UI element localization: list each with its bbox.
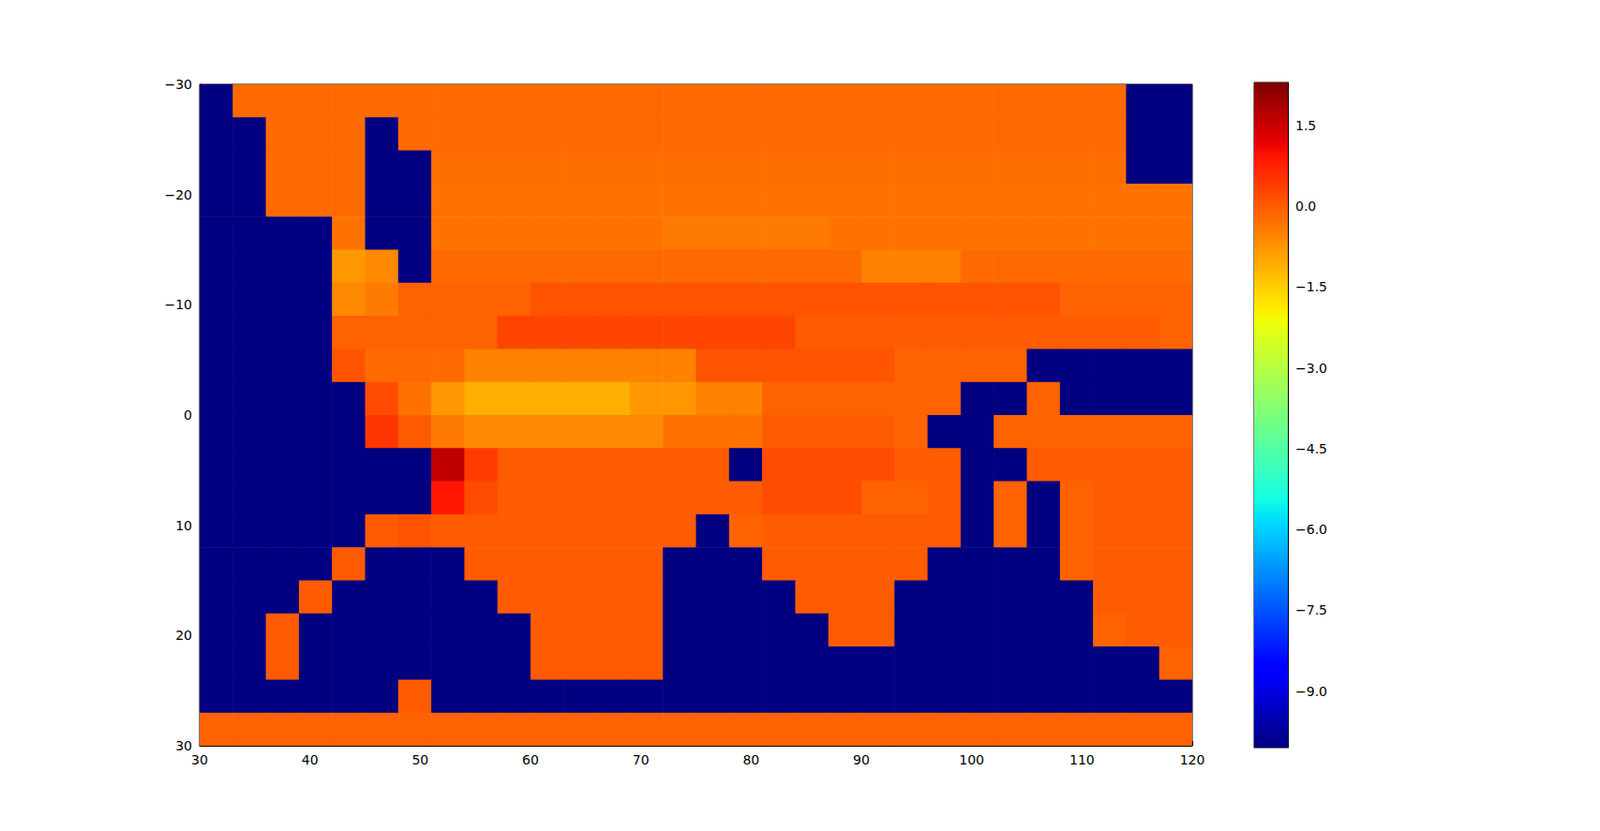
svg-text:−7.5: −7.5 bbox=[1295, 602, 1328, 618]
svg-text:−3.0: −3.0 bbox=[1295, 360, 1328, 376]
svg-text:40: 40 bbox=[301, 752, 319, 768]
svg-text:90: 90 bbox=[852, 752, 870, 768]
svg-text:−10: −10 bbox=[164, 297, 193, 313]
svg-text:60: 60 bbox=[522, 752, 539, 768]
svg-text:0: 0 bbox=[183, 407, 193, 423]
svg-text:−20: −20 bbox=[164, 187, 193, 203]
svg-text:−6.0: −6.0 bbox=[1295, 522, 1328, 538]
svg-text:70: 70 bbox=[632, 752, 650, 768]
svg-text:−4.5: −4.5 bbox=[1295, 441, 1328, 457]
svg-text:20: 20 bbox=[175, 628, 193, 643]
svg-text:−30: −30 bbox=[164, 76, 193, 92]
svg-text:80: 80 bbox=[742, 752, 760, 768]
svg-text:50: 50 bbox=[411, 752, 429, 768]
svg-text:−1.5: −1.5 bbox=[1295, 279, 1328, 295]
svg-text:0.0: 0.0 bbox=[1295, 198, 1316, 214]
svg-text:100: 100 bbox=[958, 752, 985, 768]
svg-text:30: 30 bbox=[191, 752, 209, 768]
svg-text:30: 30 bbox=[175, 738, 193, 754]
svg-text:110: 110 bbox=[1069, 752, 1095, 768]
svg-text:1.5: 1.5 bbox=[1295, 118, 1316, 134]
svg-text:−9.0: −9.0 bbox=[1295, 684, 1328, 700]
svg-text:10: 10 bbox=[175, 518, 193, 534]
svg-text:120: 120 bbox=[1180, 752, 1206, 768]
